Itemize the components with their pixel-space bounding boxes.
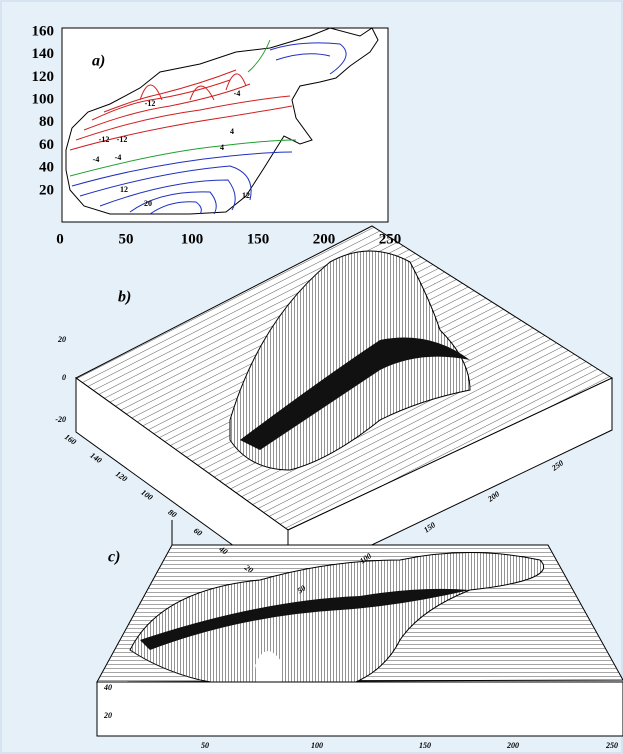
contour-label: 12 <box>242 191 250 200</box>
y-tick-label: 120 <box>32 69 55 85</box>
x-tick-label: 150 <box>419 741 431 750</box>
x-tick-label: 200 <box>506 741 519 750</box>
x-tick-label: 0 <box>56 231 64 247</box>
contour-label: -4 <box>93 155 100 164</box>
z-tick-label: 0 <box>62 373 66 382</box>
x-tick-label: 250 <box>605 741 618 750</box>
y-tick-label: 40 <box>39 160 54 176</box>
contour-label: -12 <box>99 135 110 144</box>
contour-label: -12 <box>117 135 128 144</box>
box-c <box>97 682 623 736</box>
x-tick-label: 100 <box>311 741 323 750</box>
x-tick-label: 200 <box>313 231 336 247</box>
figure: -12 -12 -12 -4 -4 -4 44 12 20 12 a) b) c) 160 140 120 1… <box>0 0 623 754</box>
panel-label: b) <box>118 289 131 306</box>
contour-label: -12 <box>145 99 156 108</box>
y-tick-label: 140 <box>32 46 55 62</box>
z-tick-label: -20 <box>55 415 66 424</box>
y-tick-label: 80 <box>39 114 54 130</box>
x-tick-label: 100 <box>181 231 204 247</box>
contour-label: 4 <box>230 127 234 136</box>
y-tick-label: 40 <box>103 683 112 692</box>
y-tick-label: 20 <box>103 711 112 720</box>
contour-label: -4 <box>115 153 122 162</box>
contour-label: 20 <box>144 199 152 208</box>
panel-label: a) <box>92 53 105 70</box>
page: -12 -12 -12 -4 -4 -4 44 12 20 12 a) b) c) 160 140 120 1… <box>0 0 623 754</box>
x-tick-label: 250 <box>379 231 402 247</box>
y-tick-label: 100 <box>32 92 55 108</box>
y-tick-label: 20 <box>39 182 54 198</box>
y-tick-label: 60 <box>39 137 54 153</box>
panel-label: c) <box>108 549 120 566</box>
contour-label: 4 <box>220 143 224 152</box>
x-tick-label: 150 <box>247 231 270 247</box>
map-frame <box>62 28 388 222</box>
x-tick-label: 50 <box>119 231 134 247</box>
z-tick-label: 20 <box>57 335 66 344</box>
contour-label: -4 <box>234 89 241 98</box>
contour-label: 12 <box>120 185 128 194</box>
x-tick-label: 50 <box>201 741 209 750</box>
y-tick-label: 160 <box>32 23 55 39</box>
